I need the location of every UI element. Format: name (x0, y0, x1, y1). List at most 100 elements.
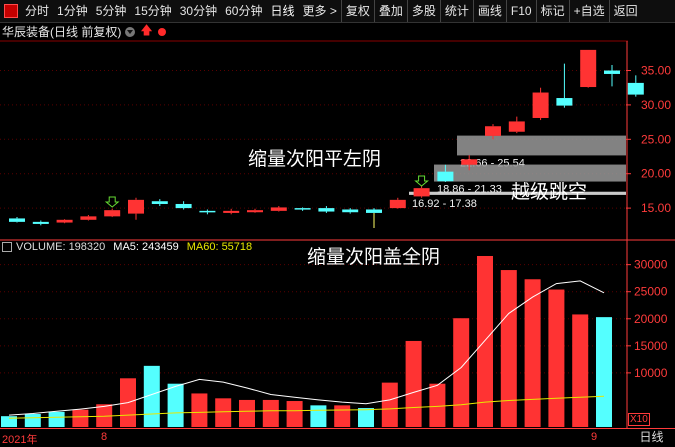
candlestick (461, 155, 478, 171)
divider (340, 0, 342, 22)
candlestick (437, 164, 454, 182)
candlestick (532, 87, 549, 121)
up-arrow-icon[interactable]: 🡅 (140, 23, 153, 37)
volume-bar (596, 317, 612, 427)
candlestick (9, 217, 25, 223)
overlay-button[interactable]: 叠加 (378, 4, 403, 18)
candlestick (270, 206, 287, 212)
volume-tick-label: 30000 (634, 258, 668, 272)
draw-line-button[interactable]: 画线 (477, 4, 502, 18)
price-tick-label: 35.00 (641, 64, 671, 78)
candlestick (175, 201, 192, 210)
candlestick (413, 186, 430, 198)
candle-body (223, 210, 240, 213)
volume-bar (286, 401, 303, 427)
candlestick (627, 75, 644, 97)
volume-bar (381, 382, 398, 427)
signal-arrow-icon (414, 175, 429, 187)
legend-box-icon[interactable] (2, 242, 12, 252)
adjust-button[interactable]: 复权 (345, 4, 370, 18)
volume-bar (72, 409, 89, 427)
statistics-button[interactable]: 统计 (444, 4, 469, 18)
volume-bar (572, 314, 589, 427)
candle-body (247, 210, 263, 213)
support-zone (457, 135, 626, 156)
support-zone (434, 164, 626, 182)
volume-bar (96, 404, 113, 427)
ma5-value: MA5: 243459 (113, 241, 179, 253)
mark-button[interactable]: 标记 (540, 4, 565, 18)
candlestick (80, 214, 97, 221)
stock-title-row: 华辰装备(日线 前复权) 🡅 (0, 23, 166, 40)
candlestick (556, 63, 573, 108)
back-button[interactable]: 返回 (613, 4, 638, 18)
candle-body (604, 70, 620, 74)
volume-bar (215, 398, 232, 427)
volume-bar (500, 270, 517, 427)
price-tick-label: 15.00 (641, 201, 671, 215)
price-tick-label: 20.00 (641, 167, 671, 181)
candle-body (532, 92, 549, 118)
candle-body (56, 219, 73, 223)
f10-button[interactable]: F10 (510, 4, 532, 18)
volume-bar (48, 411, 65, 427)
volume-bar (167, 383, 184, 427)
candlestick (342, 208, 359, 214)
candle-body (485, 126, 501, 136)
candle-body (104, 210, 121, 217)
date-label-sep: 9 (591, 431, 598, 443)
candle-body (32, 221, 49, 224)
tab-5min[interactable]: 5分钟 (95, 4, 127, 18)
chevron-down-icon[interactable] (125, 26, 136, 37)
price-tick-label: 30.00 (641, 98, 671, 112)
candle-body (128, 199, 144, 214)
candle-body (389, 199, 406, 209)
volume-tick-label: 25000 (634, 285, 668, 299)
candle-body (413, 188, 430, 197)
candle-body (366, 209, 382, 213)
candlestick (151, 199, 168, 207)
volume-legend: VOLUME: 198320 MA5: 243459 MA60: 55718 (2, 241, 260, 253)
tab-daily[interactable]: 日线 (270, 4, 295, 18)
candlestick (56, 219, 73, 224)
annotation-cover-yin: 缩量次阳盖全阴 (307, 246, 440, 268)
volume-tick-label: 15000 (634, 339, 668, 353)
candlestick (199, 209, 216, 215)
volume-bar (262, 399, 279, 427)
candlestick (223, 208, 240, 215)
menu-square-icon[interactable] (4, 4, 18, 18)
candle-body (199, 210, 216, 213)
candle-body (461, 159, 478, 165)
candlestick (294, 207, 311, 211)
divider (608, 0, 610, 22)
multi-stock-button[interactable]: 多股 (411, 4, 436, 18)
tab-intraday[interactable]: 分时 (25, 4, 50, 18)
ma5-line (8, 280, 605, 416)
period-button[interactable]: 日线 (639, 430, 664, 444)
top-toolbar: 分时 1分钟 5分钟 15分钟 30分钟 60分钟 日线 更多 > 复权 叠加 … (0, 0, 675, 23)
more-button[interactable]: 更多 > (302, 4, 337, 18)
candlestick (247, 208, 263, 213)
candle-body (175, 203, 192, 209)
volume-bar (405, 340, 422, 427)
support-zone (409, 191, 626, 195)
candle-body (80, 216, 97, 220)
tab-30min[interactable]: 30分钟 (179, 4, 218, 18)
candlestick (32, 220, 49, 226)
tab-1min[interactable]: 1分钟 (57, 4, 88, 18)
tab-15min[interactable]: 15分钟 (134, 4, 172, 18)
tab-60min[interactable]: 60分钟 (225, 4, 263, 18)
add-watchlist-button[interactable]: +自选 (573, 4, 605, 18)
volume-bar (358, 408, 374, 427)
volume-bar (477, 255, 493, 427)
volume-tick-label: 20000 (634, 312, 668, 326)
candle-body (437, 171, 454, 182)
zoom-x10-badge[interactable]: X10 (628, 413, 650, 426)
signal-arrow-icon (104, 196, 120, 208)
volume-bar (191, 393, 208, 427)
volume-bar (429, 383, 446, 427)
candle-body (9, 218, 25, 222)
date-label-aug: 8 (101, 431, 108, 443)
annotation-left-yin: 缩量次阳平左阴 (248, 148, 381, 170)
